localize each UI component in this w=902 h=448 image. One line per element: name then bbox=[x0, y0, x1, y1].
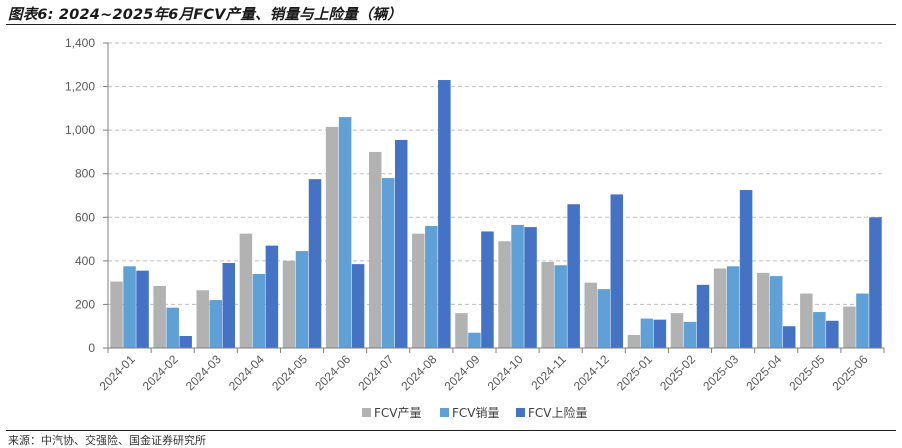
y-tick-label: 200 bbox=[75, 297, 95, 311]
y-tick-label: 800 bbox=[75, 167, 95, 181]
legend-label: FCV产量 bbox=[374, 406, 422, 420]
bar-FCV销量-2024-02 bbox=[166, 307, 179, 348]
bar-FCV上险量-2024-08 bbox=[438, 80, 451, 349]
bar-FCV销量-2025-06 bbox=[856, 293, 869, 348]
x-tick-label: 2024-07 bbox=[355, 352, 396, 393]
x-tick-label: 2024-08 bbox=[398, 352, 439, 393]
x-tick-label: 2024-03 bbox=[183, 352, 224, 393]
bar-FCV上险量-2024-12 bbox=[610, 194, 624, 348]
bar-FCV产量-2024-05 bbox=[282, 260, 296, 348]
bar-FCV产量-2024-02 bbox=[153, 285, 166, 348]
bar-FCV上险量-2025-03 bbox=[739, 190, 753, 348]
chart-title: 图表6: 2024~2025年6月FCV产量、销量与上险量（辆） bbox=[8, 7, 403, 23]
legend-swatch bbox=[516, 408, 525, 417]
bar-FCV产量-2024-09 bbox=[455, 313, 468, 348]
bar-FCV上险量-2025-01 bbox=[653, 319, 667, 348]
footer-divider bbox=[6, 430, 896, 431]
bar-FCV产量-2024-01 bbox=[110, 281, 123, 348]
bar-FCV上险量-2024-01 bbox=[136, 270, 149, 348]
title-divider bbox=[6, 24, 896, 25]
bar-FCV产量-2025-04 bbox=[756, 272, 770, 348]
bar-FCV销量-2024-07 bbox=[381, 178, 395, 348]
bar-FCV销量-2025-01 bbox=[640, 318, 654, 348]
bar-FCV销量-2024-05 bbox=[295, 251, 309, 348]
x-tick-label: 2025-03 bbox=[700, 352, 741, 393]
bar-FCV销量-2024-11 bbox=[554, 265, 567, 348]
y-tick-label: 400 bbox=[75, 254, 95, 268]
y-tick-label: 1,000 bbox=[65, 123, 95, 137]
bar-FCV产量-2024-03 bbox=[196, 290, 210, 348]
bar-FCV上险量-2024-05 bbox=[308, 179, 322, 348]
bar-FCV上险量-2024-03 bbox=[222, 263, 236, 348]
y-tick-label: 0 bbox=[88, 341, 95, 355]
bar-FCV销量-2024-12 bbox=[597, 289, 611, 348]
grid-lines bbox=[108, 42, 884, 305]
x-tick-label: 2025-04 bbox=[743, 352, 784, 393]
x-tick-label: 2025-01 bbox=[614, 352, 655, 393]
bar-FCV上险量-2024-07 bbox=[394, 139, 408, 348]
bar-FCV上险量-2024-10 bbox=[524, 227, 537, 348]
bar-FCV产量-2024-06 bbox=[325, 126, 339, 348]
source-note: 来源：中汽协、交强险、国金证券研究所 bbox=[8, 434, 206, 447]
x-tick-label: 2024-01 bbox=[97, 352, 138, 393]
bar-FCV产量-2024-11 bbox=[541, 261, 554, 348]
bar-FCV销量-2024-09 bbox=[468, 332, 481, 348]
x-tick-label: 2024-06 bbox=[312, 352, 353, 393]
bar-FCV上险量-2024-06 bbox=[351, 264, 365, 348]
bar-FCV销量-2024-01 bbox=[123, 266, 136, 348]
legend-label: FCV销量 bbox=[452, 406, 500, 420]
y-tick-label: 600 bbox=[75, 210, 95, 224]
bar-FCV产量-2024-08 bbox=[412, 233, 425, 348]
x-tick-label: 2025-06 bbox=[830, 352, 871, 393]
bar-FCV销量-2024-08 bbox=[425, 226, 438, 348]
x-tick-label: 2024-05 bbox=[269, 352, 310, 393]
bar-FCV产量-2025-03 bbox=[713, 268, 727, 348]
x-tick-label: 2024-12 bbox=[571, 352, 612, 393]
legend-swatch bbox=[362, 408, 371, 417]
legend-swatch bbox=[440, 408, 449, 417]
bar-FCV销量-2024-04 bbox=[252, 273, 266, 348]
bar-FCV销量-2025-02 bbox=[683, 321, 697, 348]
x-tick-label: 2024-02 bbox=[140, 352, 181, 393]
bar-FCV上险量-2024-02 bbox=[179, 336, 192, 348]
bar-FCV销量-2024-03 bbox=[209, 300, 223, 348]
bar-FCV上险量-2025-05 bbox=[826, 320, 839, 348]
bar-FCV销量-2025-03 bbox=[726, 266, 740, 348]
bar-FCV产量-2025-06 bbox=[843, 306, 856, 348]
bar-FCV上险量-2024-11 bbox=[567, 204, 580, 348]
bar-FCV产量-2024-10 bbox=[498, 241, 511, 348]
bar-FCV产量-2024-04 bbox=[239, 233, 253, 348]
bar-FCV销量-2025-04 bbox=[769, 276, 783, 348]
bar-FCV上险量-2025-06 bbox=[869, 217, 882, 348]
bar-FCV产量-2024-12 bbox=[584, 282, 598, 348]
x-tick-label: 2024-11 bbox=[528, 352, 569, 393]
bar-FCV产量-2025-05 bbox=[800, 293, 813, 348]
bars bbox=[110, 80, 882, 349]
bar-FCV上险量-2025-04 bbox=[782, 326, 796, 348]
bar-FCV上险量-2025-02 bbox=[696, 284, 710, 348]
y-tick-label: 1,400 bbox=[65, 36, 95, 50]
x-tick-label: 2025-05 bbox=[786, 352, 827, 393]
x-tick-label: 2025-02 bbox=[657, 352, 698, 393]
x-tick-label: 2024-04 bbox=[226, 352, 267, 393]
x-tick-label: 2024-10 bbox=[485, 352, 526, 393]
bar-FCV销量-2025-05 bbox=[813, 312, 826, 348]
bar-FCV销量-2024-10 bbox=[511, 224, 524, 348]
legend: FCV产量 FCV销量 FCV上险量 bbox=[362, 405, 588, 420]
bar-FCV产量-2024-07 bbox=[368, 151, 382, 348]
bar-FCV销量-2024-06 bbox=[338, 117, 352, 348]
bar-FCV产量-2025-02 bbox=[670, 313, 684, 348]
bar-FCV产量-2025-01 bbox=[627, 334, 641, 348]
x-tick-label: 2024-09 bbox=[442, 352, 483, 393]
legend-label: FCV上险量 bbox=[528, 405, 588, 420]
y-tick-label: 1,200 bbox=[65, 80, 95, 94]
bar-FCV上险量-2024-09 bbox=[481, 231, 494, 348]
bar-FCV上险量-2024-04 bbox=[265, 245, 279, 348]
